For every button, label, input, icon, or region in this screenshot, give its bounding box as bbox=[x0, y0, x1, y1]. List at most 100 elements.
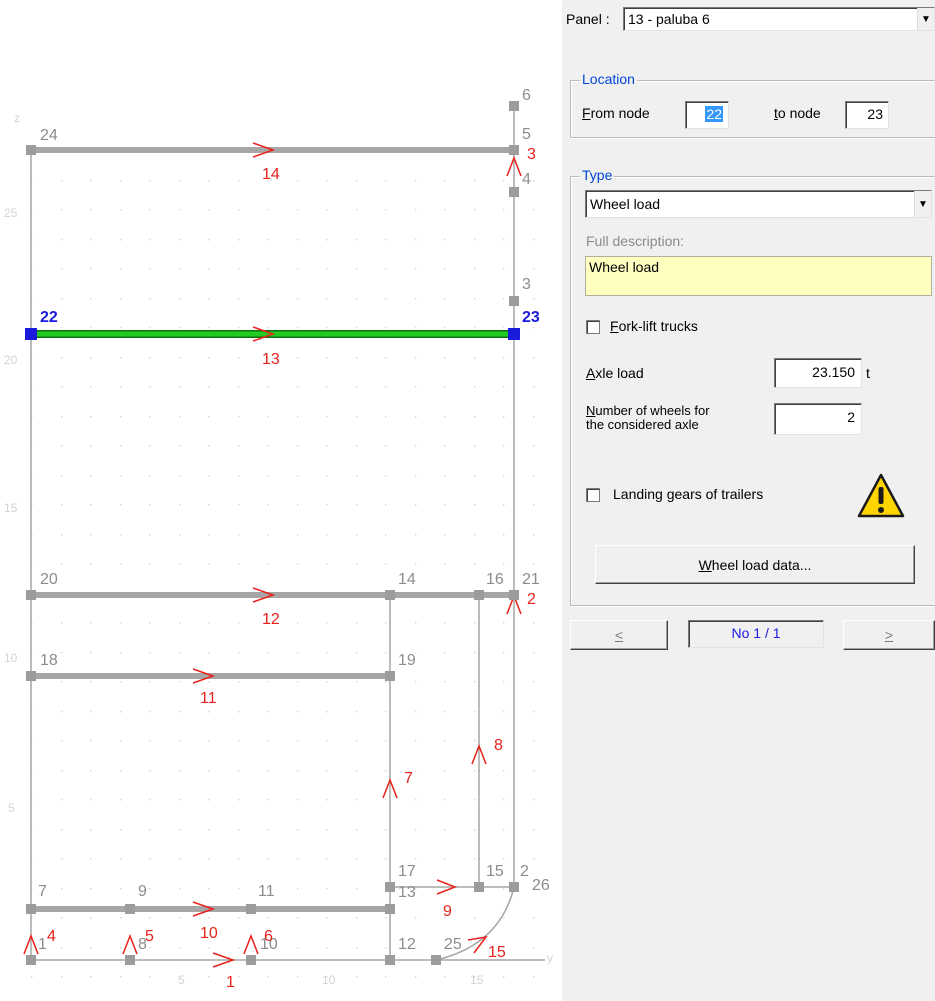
node-3[interactable] bbox=[509, 296, 519, 306]
panel-select[interactable]: 13 - paluba 6 ▼ bbox=[623, 7, 935, 31]
chevron-down-icon[interactable]: ▼ bbox=[914, 191, 931, 217]
landing-gears-checkbox[interactable] bbox=[586, 488, 600, 502]
to-node-input[interactable]: 23 bbox=[845, 101, 889, 129]
nodes bbox=[25, 101, 520, 965]
axis-z-label: z bbox=[14, 111, 20, 125]
grid-dot bbox=[179, 888, 181, 890]
chevron-down-icon[interactable]: ▼ bbox=[917, 8, 934, 30]
structure-drawing[interactable] bbox=[0, 0, 562, 1001]
grid-dot bbox=[90, 770, 92, 772]
grid-dot bbox=[356, 947, 358, 949]
grid-dot bbox=[474, 563, 476, 565]
grid-dot bbox=[297, 799, 299, 801]
grid-dot bbox=[444, 298, 446, 300]
prev-record-button[interactable]: < bbox=[570, 620, 668, 650]
grid-dot bbox=[208, 681, 210, 683]
node-16[interactable] bbox=[474, 590, 484, 600]
node-20[interactable] bbox=[26, 590, 36, 600]
grid-dot bbox=[297, 829, 299, 831]
node-13[interactable] bbox=[385, 904, 395, 914]
grid-dot bbox=[474, 652, 476, 654]
grid-dot bbox=[297, 652, 299, 654]
grid-dot bbox=[208, 770, 210, 772]
grid-dot bbox=[208, 357, 210, 359]
structure-canvas[interactable]: z 25 20 15 10 5 5 10 15 y 24 6 5 4 3 22 … bbox=[0, 0, 562, 1001]
grid-dot bbox=[120, 829, 122, 831]
node-24[interactable] bbox=[26, 145, 36, 155]
grid-dot bbox=[385, 829, 387, 831]
node-label: 6 bbox=[522, 87, 531, 104]
node-25[interactable] bbox=[431, 955, 441, 965]
node-10[interactable] bbox=[246, 955, 256, 965]
axis-h10-label: 10 bbox=[4, 651, 18, 665]
grid-dot bbox=[179, 268, 181, 270]
grid-dot bbox=[533, 180, 535, 182]
node-14[interactable] bbox=[385, 590, 395, 600]
grid-dot bbox=[120, 416, 122, 418]
grid-dot bbox=[385, 563, 387, 565]
grid-dot bbox=[415, 947, 417, 949]
grid-dot bbox=[356, 888, 358, 890]
node-9[interactable] bbox=[125, 904, 135, 914]
grid-dot bbox=[533, 534, 535, 536]
node-26[interactable] bbox=[509, 882, 519, 892]
grid-dot bbox=[179, 917, 181, 919]
grid-dot bbox=[267, 622, 269, 624]
grid-dot bbox=[120, 888, 122, 890]
grid-dot bbox=[179, 740, 181, 742]
node-1[interactable] bbox=[26, 955, 36, 965]
grid-dot bbox=[61, 386, 63, 388]
node-label: 8 bbox=[138, 936, 147, 953]
node-17[interactable] bbox=[385, 882, 395, 892]
arrow-member-15 bbox=[467, 935, 488, 954]
node-23-selected[interactable] bbox=[508, 328, 520, 340]
grid-dot bbox=[385, 799, 387, 801]
node-12[interactable] bbox=[385, 955, 395, 965]
axle-load-input[interactable]: 23.150 bbox=[774, 358, 862, 388]
node-15[interactable] bbox=[474, 882, 484, 892]
node-19[interactable] bbox=[385, 671, 395, 681]
grid-dot bbox=[267, 563, 269, 565]
node-7[interactable] bbox=[26, 904, 36, 914]
full-description-field[interactable]: Wheel load bbox=[585, 256, 932, 296]
grid-dot bbox=[179, 534, 181, 536]
grid-dot bbox=[208, 504, 210, 506]
node-21[interactable] bbox=[509, 590, 519, 600]
node-18[interactable] bbox=[26, 671, 36, 681]
grid-dot bbox=[238, 504, 240, 506]
grid-dot bbox=[149, 858, 151, 860]
grid-dot bbox=[238, 563, 240, 565]
grid-dot bbox=[179, 770, 181, 772]
grid-dot bbox=[267, 652, 269, 654]
grid-dot bbox=[415, 445, 417, 447]
type-select[interactable]: Wheel load ▼ bbox=[585, 190, 932, 218]
node-6[interactable] bbox=[509, 101, 519, 111]
grid-dot bbox=[61, 711, 63, 713]
wheel-load-data-button[interactable]: Wheel load data... bbox=[595, 545, 915, 584]
next-record-button[interactable]: > bbox=[843, 620, 935, 650]
node-11[interactable] bbox=[246, 904, 256, 914]
node-label: 21 bbox=[522, 571, 540, 588]
node-5[interactable] bbox=[509, 145, 519, 155]
member-label: 15 bbox=[488, 944, 506, 961]
grid-dot bbox=[149, 740, 151, 742]
grid-dot bbox=[385, 268, 387, 270]
node-22-selected[interactable] bbox=[25, 328, 37, 340]
grid-dot bbox=[149, 917, 151, 919]
member-15-arc[interactable] bbox=[435, 886, 515, 961]
grid-dot bbox=[149, 327, 151, 329]
grid-dot bbox=[267, 239, 269, 241]
node-8[interactable] bbox=[125, 955, 135, 965]
grid-dot bbox=[90, 917, 92, 919]
grid-dot bbox=[179, 327, 181, 329]
forklift-checkbox[interactable] bbox=[586, 320, 600, 334]
node-4[interactable] bbox=[509, 187, 519, 197]
grid-dot bbox=[267, 357, 269, 359]
grid-dot bbox=[356, 622, 358, 624]
wheels-input[interactable]: 2 bbox=[774, 403, 862, 435]
grid-dot bbox=[474, 386, 476, 388]
grid-dot bbox=[120, 268, 122, 270]
grid-dot bbox=[385, 298, 387, 300]
from-node-input[interactable]: 22 bbox=[685, 101, 729, 129]
grid-dot bbox=[326, 681, 328, 683]
